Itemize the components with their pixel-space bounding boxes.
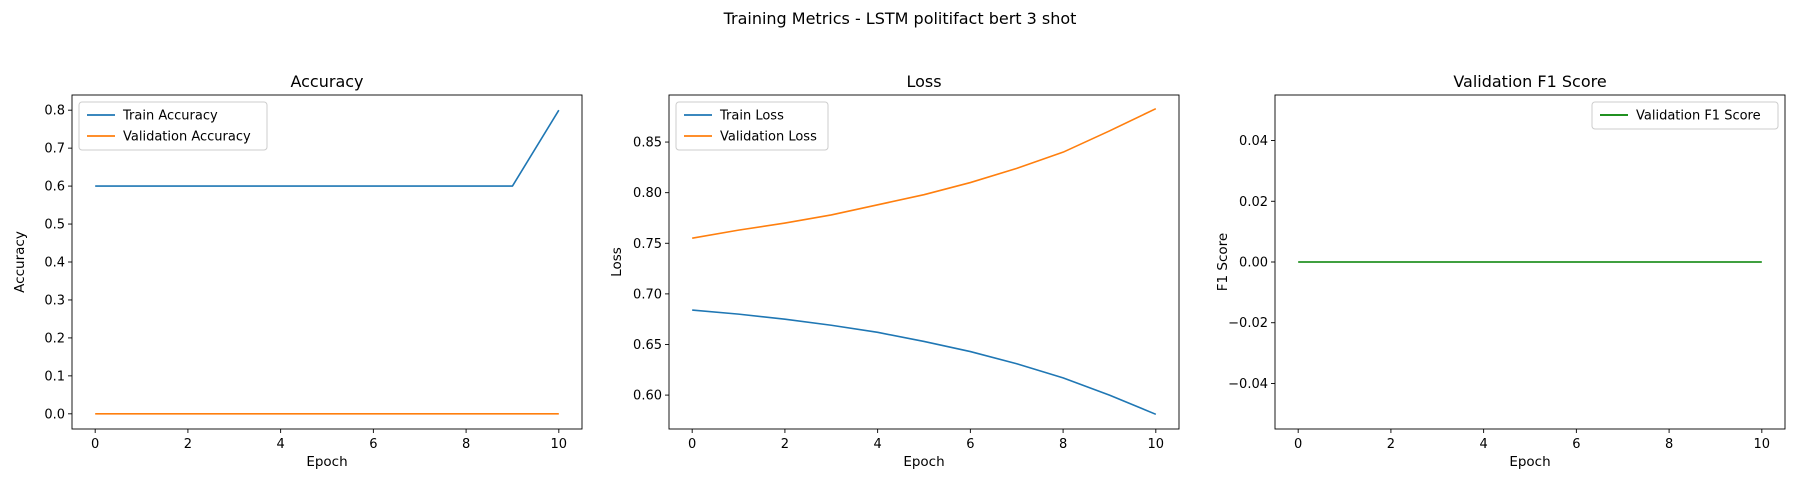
- accuracy-x-tick-label: 2: [184, 437, 192, 452]
- loss-y-tick-label: 0.70: [633, 287, 662, 302]
- figure-suptitle: Training Metrics - LSTM politifact bert …: [723, 9, 1077, 28]
- accuracy-y-tick-label: 0.8: [44, 104, 65, 119]
- loss-x-tick-label: 8: [1059, 437, 1067, 452]
- loss-y-tick-label: 0.85: [633, 136, 662, 151]
- loss-legend-label: Validation Loss: [720, 130, 817, 145]
- f1-x-tick-label: 4: [1479, 437, 1487, 452]
- f1-title: Validation F1 Score: [1453, 72, 1606, 91]
- f1-y-tick-label: 0.04: [1239, 134, 1268, 149]
- loss-y-axis-label: Loss: [609, 247, 625, 277]
- accuracy-legend: Train Accuracy Validation Accuracy: [78, 101, 268, 151]
- loss-axes-frame: [668, 94, 1180, 430]
- accuracy-x-tick-label: 6: [369, 437, 377, 452]
- accuracy-x-tick-label: 4: [276, 437, 284, 452]
- f1-legend: Validation F1 Score: [1591, 101, 1779, 130]
- accuracy-series-line-0: [95, 109, 560, 187]
- accuracy-title: Accuracy: [290, 72, 363, 91]
- accuracy-x-tick-label: 0: [91, 437, 99, 452]
- chart-f1: Validation F1 Score 0 2 4 6 8 10 −0.04 −0.02 0.00…: [1215, 72, 1786, 470]
- f1-y-tick-label: 0.00: [1239, 256, 1268, 271]
- f1-x-tick-label: 2: [1387, 437, 1395, 452]
- f1-y-tick-label: −0.02: [1228, 316, 1268, 331]
- f1-y-tick-label: 0.02: [1239, 195, 1268, 210]
- f1-x-tick-label: 8: [1665, 437, 1673, 452]
- accuracy-y-tick-label: 0.5: [44, 218, 65, 233]
- accuracy-x-tick-label: 8: [462, 437, 470, 452]
- loss-x-tick-label: 4: [873, 437, 881, 452]
- accuracy-x-axis-label: Epoch: [306, 454, 347, 470]
- loss-y-tick-label: 0.80: [633, 186, 662, 201]
- f1-x-axis-label: Epoch: [1509, 454, 1550, 470]
- loss-series-line-0: [692, 309, 1157, 416]
- accuracy-y-tick-label: 0.3: [44, 293, 65, 308]
- loss-y-tick-label: 0.60: [633, 389, 662, 404]
- loss-legend: Train Loss Validation Loss: [675, 101, 829, 151]
- loss-x-tick-label: 6: [966, 437, 974, 452]
- loss-x-tick-label: 2: [781, 437, 789, 452]
- f1-y-tick-label: −0.04: [1228, 377, 1268, 392]
- loss-y-tick-label: 0.75: [633, 237, 662, 252]
- loss-y-tick-label: 0.65: [633, 338, 662, 353]
- f1-x-tick-label: 10: [1754, 437, 1771, 452]
- accuracy-legend-label: Train Accuracy: [122, 109, 218, 124]
- accuracy-y-tick-label: 0.7: [44, 142, 65, 157]
- loss-legend-label: Train Loss: [719, 109, 784, 124]
- accuracy-legend-box: [78, 101, 268, 151]
- f1-x-tick-label: 6: [1572, 437, 1580, 452]
- f1-x-tick-label: 0: [1294, 437, 1302, 452]
- f1-y-axis-label: F1 Score: [1215, 233, 1231, 291]
- accuracy-y-axis-label: Accuracy: [12, 231, 28, 293]
- f1-legend-box: [1591, 101, 1779, 130]
- accuracy-y-tick-label: 0.0: [44, 407, 65, 422]
- loss-x-tick-label: 10: [1148, 437, 1165, 452]
- loss-legend-box: [675, 101, 829, 151]
- loss-x-axis-label: Epoch: [903, 454, 944, 470]
- chart-loss: Loss 0 2 4 6 8 10 0.60 0.65 0.70 0.75 0.80 0.85 Epoch…: [609, 72, 1180, 470]
- accuracy-x-tick-label: 10: [551, 437, 568, 452]
- accuracy-y-tick-label: 0.1: [44, 369, 65, 384]
- accuracy-y-tick-label: 0.2: [44, 331, 65, 346]
- loss-title: Loss: [906, 72, 941, 91]
- accuracy-legend-label: Validation Accuracy: [123, 130, 251, 145]
- accuracy-y-tick-label: 0.6: [44, 180, 65, 195]
- chart-accuracy: Accuracy 0 2 4 6 8 10 0.0 0.1 0.2 0.3 0.4 0.5 0.6 0.7 0…: [12, 72, 583, 470]
- accuracy-y-tick-label: 0.4: [44, 256, 65, 271]
- loss-series-line-1: [692, 107, 1157, 240]
- loss-x-tick-label: 0: [688, 437, 696, 452]
- f1-legend-label: Validation F1 Score: [1636, 109, 1761, 124]
